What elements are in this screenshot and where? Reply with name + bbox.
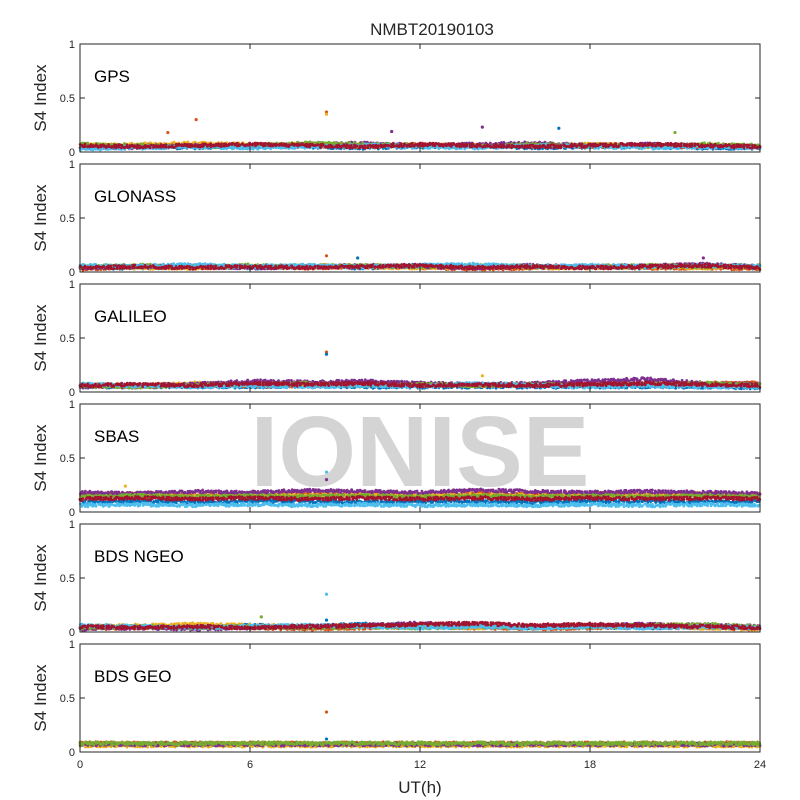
data-point (428, 147, 432, 150)
chart-title: NMBT20190103 (370, 20, 494, 39)
plot-area (80, 44, 760, 152)
data-point (635, 146, 638, 150)
data-point (488, 141, 492, 145)
data-point (656, 147, 660, 150)
data-point (332, 141, 336, 144)
data-point (339, 141, 343, 145)
data-point (703, 141, 706, 145)
data-point (651, 147, 655, 151)
data-point (246, 147, 250, 151)
data-point (269, 147, 272, 151)
data-point (172, 140, 176, 144)
data-point (280, 146, 283, 150)
data-point (232, 146, 236, 150)
data-point (455, 147, 459, 151)
data-point (548, 146, 552, 150)
data-point (313, 141, 317, 145)
data-point (256, 147, 260, 151)
data-point (277, 146, 281, 150)
data-point (290, 146, 294, 150)
data-point (624, 146, 628, 150)
data-point (706, 146, 710, 150)
data-point (117, 143, 121, 147)
data-point (663, 145, 667, 149)
data-point (308, 140, 312, 144)
data-point (323, 141, 327, 145)
data-point (327, 140, 331, 144)
data-point (437, 147, 441, 151)
data-point (670, 146, 673, 150)
data-point (241, 147, 245, 151)
data-point (251, 147, 255, 151)
data-point (91, 148, 95, 152)
